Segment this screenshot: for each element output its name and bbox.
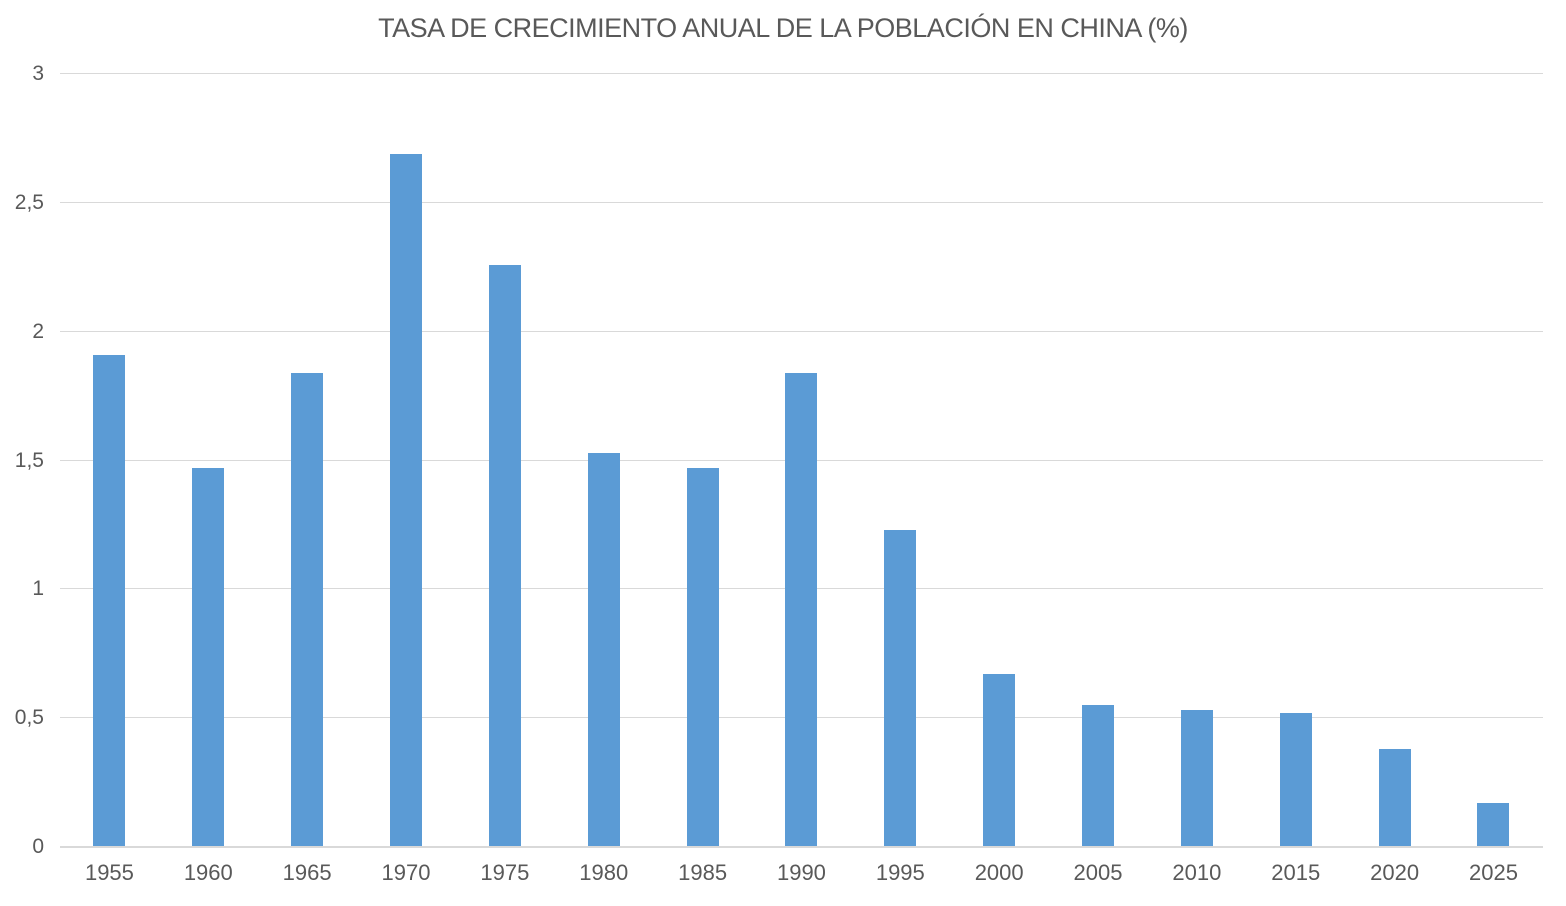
y-axis-tick-label: 2,5 <box>14 190 44 214</box>
bar-1980 <box>587 452 620 847</box>
y-axis-tick-label: 2 <box>32 319 44 343</box>
bar-2025 <box>1477 803 1510 847</box>
bar-slot-2000 <box>950 74 1049 847</box>
bar-1990 <box>785 372 818 847</box>
bar-2020 <box>1378 749 1411 847</box>
x-axis-labels: 1955 1960 1965 1970 1975 1980 1985 1990 1995 2000… <box>60 860 1543 886</box>
bar-1960 <box>192 468 225 847</box>
bar-slot-2010 <box>1147 74 1246 847</box>
bar-1970 <box>390 153 422 847</box>
x-axis-tick-label-2020: 2020 <box>1370 860 1420 885</box>
x-axis-tick-label-2025: 2025 <box>1468 860 1518 885</box>
bar-2010 <box>1180 710 1213 847</box>
bar-slot-2015 <box>1246 74 1345 847</box>
bar-slot-1990 <box>752 74 851 847</box>
bar-1995 <box>884 530 917 847</box>
x-axis-line <box>60 846 1543 848</box>
bar-2000 <box>983 674 1016 847</box>
x-axis-tick-label-1955: 1955 <box>84 860 134 885</box>
x-axis-tick-label-1985: 1985 <box>678 860 728 885</box>
x-axis-tick-label-2000: 2000 <box>974 860 1024 885</box>
bar-2005 <box>1082 705 1115 847</box>
x-axis-tick-label-1980: 1980 <box>579 860 629 885</box>
bar-slot-1975 <box>455 74 554 847</box>
bar-slot-1995 <box>851 74 950 847</box>
y-axis-tick-label: 1 <box>32 577 44 601</box>
bar-slot-1980 <box>554 74 653 847</box>
x-axis-tick-label-1970: 1970 <box>381 860 431 885</box>
bar-slot-2025 <box>1444 74 1543 847</box>
bar-slot-2020 <box>1345 74 1444 847</box>
y-axis-tick-label: 0,5 <box>14 706 44 730</box>
x-axis-tick-label-1960: 1960 <box>183 860 233 885</box>
x-axis-tick-label-2005: 2005 <box>1073 860 1123 885</box>
bar-2015 <box>1279 713 1312 847</box>
x-axis-tick-label-2015: 2015 <box>1271 860 1321 885</box>
y-axis-tick-label: 0 <box>32 835 44 858</box>
bar-1955 <box>93 354 126 847</box>
plot-area: 0 0,5 1 1,5 2 2,5 3 1955 1960 1965 1970 1975 1980 19… <box>15 62 1543 885</box>
bars-layer <box>60 74 1543 847</box>
bar-slot-2005 <box>1049 74 1148 847</box>
y-axis-tick-label: 3 <box>32 62 44 85</box>
x-axis-tick-label-1975: 1975 <box>480 860 530 885</box>
bar-slot-1955 <box>60 74 159 847</box>
x-axis-tick-label-1965: 1965 <box>282 860 332 885</box>
gridline <box>60 73 1543 74</box>
gridline <box>60 201 1543 203</box>
chart-title: TASA DE CRECIMIENTO ANUAL DE LA POBLACIÓ… <box>378 13 1188 43</box>
x-axis-tick-label-1995: 1995 <box>875 860 925 885</box>
bar-slot-1970 <box>357 74 456 847</box>
bar-slot-1965 <box>258 74 357 847</box>
y-axis-tick-label: 1,5 <box>14 448 44 472</box>
bar-slot-1985 <box>653 74 752 847</box>
bar-1985 <box>686 468 719 847</box>
bar-1975 <box>488 264 521 847</box>
bar-slot-1960 <box>159 74 258 847</box>
x-axis-tick-label-1990: 1990 <box>776 860 826 885</box>
gridline <box>60 330 1543 332</box>
x-axis-tick-label-2010: 2010 <box>1172 860 1222 885</box>
bar-1965 <box>291 372 324 847</box>
